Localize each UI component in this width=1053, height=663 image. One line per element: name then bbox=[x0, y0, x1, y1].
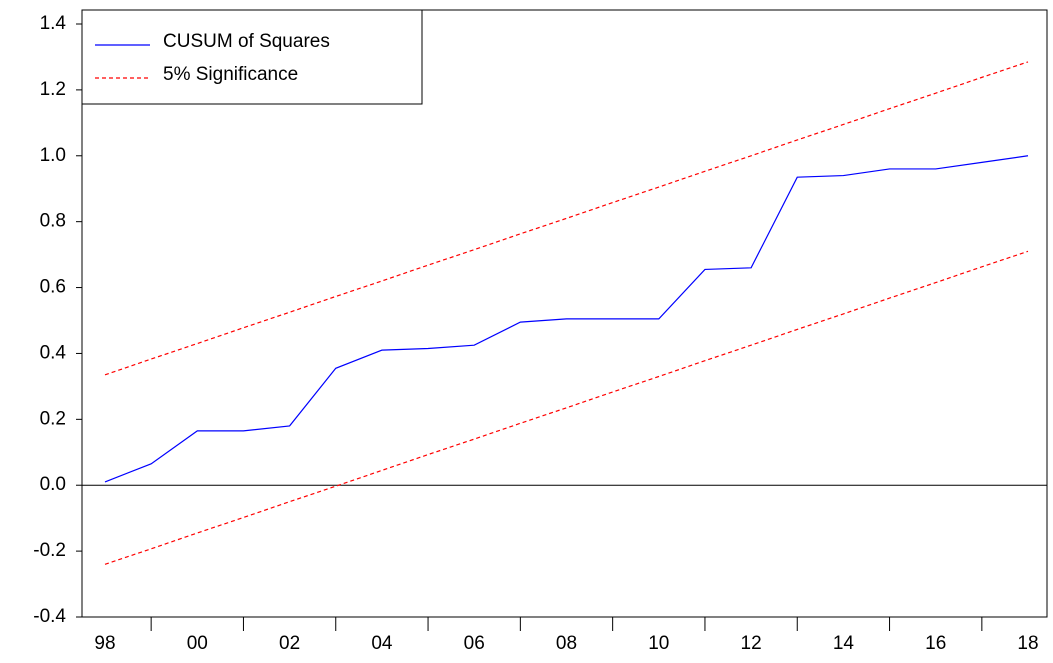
x-tick-label: 10 bbox=[648, 633, 669, 654]
plot-frame bbox=[81, 9, 1048, 618]
x-tick-label: 00 bbox=[187, 633, 208, 654]
x-tick-label: 98 bbox=[94, 633, 115, 654]
x-tick-label: 14 bbox=[833, 633, 855, 654]
y-tick-label: 1.0 bbox=[40, 145, 66, 166]
legend: CUSUM of Squares 5% Significance bbox=[81, 9, 423, 105]
x-tick-label: 08 bbox=[556, 633, 577, 654]
x-tick-label: 12 bbox=[741, 633, 762, 654]
y-tick-label: 1.4 bbox=[40, 13, 67, 34]
y-tick-label: 0.6 bbox=[40, 277, 66, 298]
y-tick-label: 0.2 bbox=[40, 408, 66, 429]
y-tick-label: 1.2 bbox=[40, 79, 66, 100]
legend-label: 5% Significance bbox=[163, 64, 298, 85]
series-line bbox=[104, 250, 1029, 565]
x-tick-label: 18 bbox=[1017, 633, 1038, 654]
x-tick-label: 16 bbox=[925, 633, 946, 654]
x-tick-label: 06 bbox=[464, 633, 485, 654]
series-line bbox=[104, 61, 1029, 376]
y-tick-label: 0.0 bbox=[40, 474, 66, 495]
legend-label: CUSUM of Squares bbox=[163, 31, 330, 52]
legend-box bbox=[81, 9, 423, 105]
y-tick-label: 0.8 bbox=[40, 211, 66, 232]
y-tick-label: 0.4 bbox=[40, 342, 67, 363]
x-tick-label: 02 bbox=[279, 633, 300, 654]
y-tick-label: -0.2 bbox=[33, 540, 66, 561]
y-tick-label: -0.4 bbox=[33, 606, 66, 627]
x-tick-label: 04 bbox=[371, 633, 393, 654]
series-line bbox=[104, 155, 1029, 483]
